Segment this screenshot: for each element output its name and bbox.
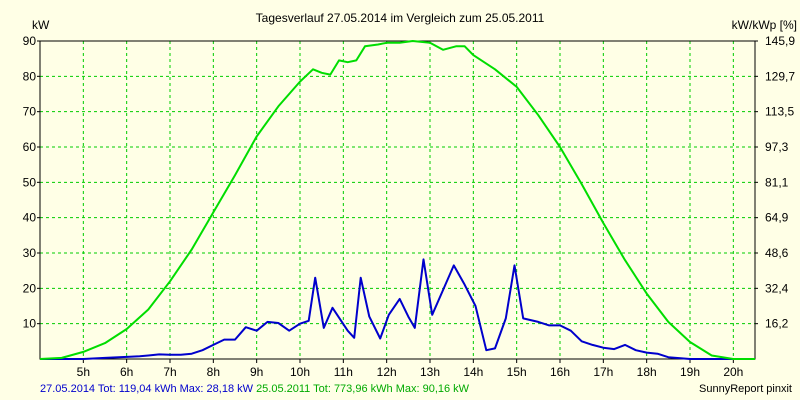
x-tick-label: 10h <box>290 365 310 379</box>
y-tick-right: 145,9 <box>765 34 795 48</box>
footer-credit: SunnyReport pinxit <box>699 383 792 395</box>
footer-summary-2011: 25.05.2011 Tot: 773,96 kWh Max: 90,16 kW <box>256 383 470 395</box>
y-tick-left: 60 <box>23 140 37 154</box>
y-tick-right: 97,3 <box>765 140 789 154</box>
y-tick-right: 113,5 <box>765 105 794 119</box>
series-line-25.05.2011 <box>39 40 755 360</box>
x-tick-label: 8h <box>207 365 220 379</box>
x-tick-label: 16h <box>550 365 570 379</box>
chart-title: Tagesverlauf 27.05.2014 im Vergleich zum… <box>256 11 545 25</box>
y-tick-right: 48,6 <box>765 246 789 260</box>
y-tick-right: 129,7 <box>765 69 795 83</box>
y-tick-left: 40 <box>23 211 37 225</box>
left-axis-unit: kW <box>32 18 50 32</box>
y-tick-left: 70 <box>23 105 37 119</box>
plot-border <box>39 40 756 360</box>
x-tick-label: 11h <box>334 365 353 379</box>
x-tick-label: 7h <box>163 365 176 379</box>
y-tick-left: 30 <box>23 246 37 260</box>
x-tick-label: 14h <box>463 365 483 379</box>
y-tick-left: 20 <box>23 281 37 295</box>
y-tick-right: 81,1 <box>765 175 789 189</box>
axes: 10 16,2 20 32,4 30 48,6 40 64,9 50 81,1 60 97,3 70 11… <box>23 34 796 379</box>
x-tick-label: 15h <box>507 365 527 379</box>
x-tick-label: 19h <box>680 365 700 379</box>
x-tick-label: 5h <box>77 365 90 379</box>
x-tick-label: 18h <box>637 365 657 379</box>
x-tick-label: 12h <box>377 365 397 379</box>
series-layer <box>39 40 755 360</box>
y-tick-left: 80 <box>23 69 37 83</box>
footer-summary: 27.05.2014 Tot: 119,04 kWh Max: 28,18 kW… <box>40 383 469 395</box>
footer-summary-2014: 27.05.2014 Tot: 119,04 kWh Max: 28,18 kW <box>40 383 253 395</box>
y-tick-right: 16,2 <box>765 317 789 331</box>
series-line-27.05.2014 <box>40 258 755 360</box>
right-axis-unit: kW/kWp [%] <box>732 18 797 32</box>
x-tick-label: 17h <box>593 365 613 379</box>
x-tick-label: 6h <box>120 365 133 379</box>
y-tick-right: 64,9 <box>765 211 789 225</box>
x-tick-label: 9h <box>250 365 263 379</box>
y-tick-left: 10 <box>23 317 37 331</box>
x-tick-label: 20h <box>723 365 743 379</box>
y-tick-left: 90 <box>23 34 37 48</box>
grid <box>40 40 755 359</box>
x-tick-label: 13h <box>420 365 440 379</box>
plot-area <box>40 41 755 359</box>
y-tick-right: 32,4 <box>765 281 789 295</box>
y-tick-left: 50 <box>23 175 37 189</box>
